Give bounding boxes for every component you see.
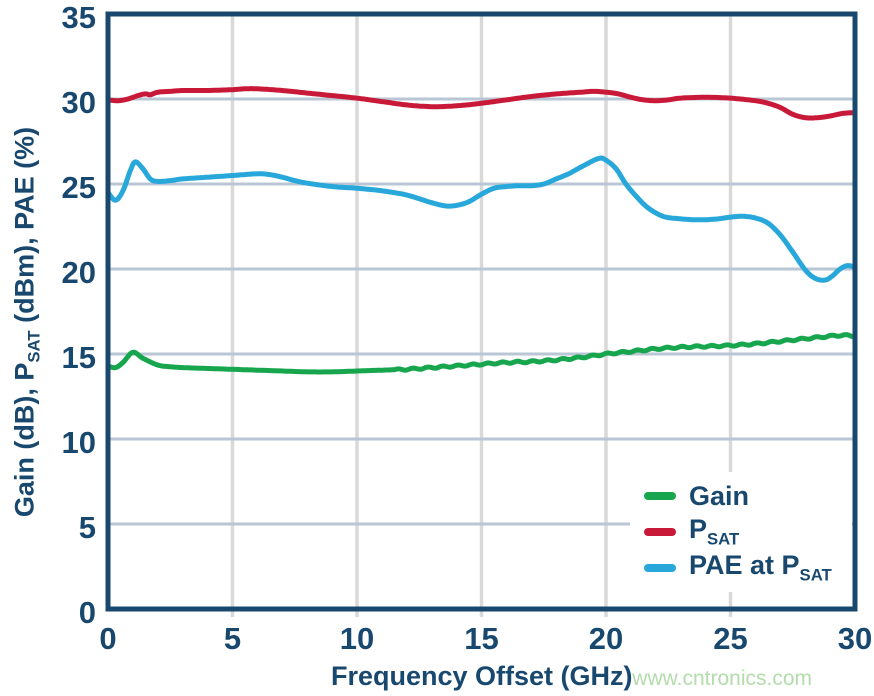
x-tick-label-10: 10 xyxy=(339,621,375,656)
x-axis-title: Frequency Offset (GHz) xyxy=(331,661,633,691)
legend-item-gain: Gain xyxy=(644,478,852,514)
x-tick-label-5: 5 xyxy=(223,621,242,656)
y-tick-label-30: 30 xyxy=(61,85,96,120)
y-tick-label-20: 20 xyxy=(61,255,96,290)
y-tick-label-35: 35 xyxy=(61,0,96,35)
legend-label: PAE at PSAT xyxy=(689,549,832,585)
legend-label: PSAT xyxy=(689,513,740,549)
x-tick-label-30: 30 xyxy=(837,621,873,656)
legend-swatch xyxy=(644,528,676,536)
legend-item-psat: PSAT xyxy=(644,514,852,550)
watermark-text: www.cntronics.com xyxy=(632,667,812,690)
chart-legend: Gain PSAT PAE at PSAT xyxy=(630,472,852,592)
x-tick-label-0: 0 xyxy=(99,621,117,656)
y-tick-label-10: 10 xyxy=(61,425,96,460)
legend-item-pae-at-psat: PAE at PSAT xyxy=(644,550,852,586)
x-tick-label-25: 25 xyxy=(713,621,748,656)
plot-border xyxy=(105,11,858,612)
series-line-pae-at-psat xyxy=(105,155,858,283)
y-tick-label-5: 5 xyxy=(78,510,96,545)
legend-label: Gain xyxy=(689,480,750,511)
x-tick-label-20: 20 xyxy=(588,621,624,656)
series-line-psat xyxy=(105,86,858,121)
x-tick-label-15: 15 xyxy=(464,621,499,656)
y-tick-label-25: 25 xyxy=(61,170,96,205)
legend-swatch xyxy=(644,492,676,500)
legend-swatch xyxy=(644,564,676,572)
y-tick-label-15: 15 xyxy=(61,340,96,375)
y-tick-label-0: 0 xyxy=(78,595,96,630)
y-axis-title: Gain (dB), PSAT (dBm), PAE (%) xyxy=(9,126,44,518)
series-line-gain xyxy=(105,332,858,375)
